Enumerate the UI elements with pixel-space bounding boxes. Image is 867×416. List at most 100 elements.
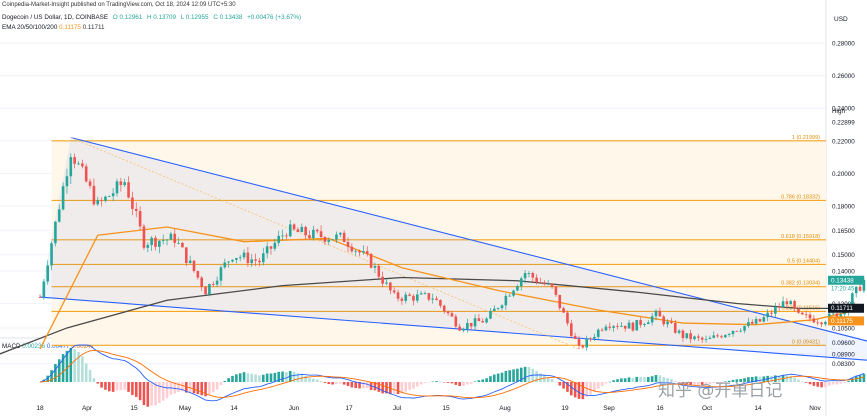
macd-histogram-bar [254, 374, 257, 382]
macd-histogram-bar [46, 375, 49, 382]
macd-histogram-bar [285, 372, 288, 382]
macd-histogram-bar [134, 382, 138, 397]
macd-histogram-bar [623, 378, 627, 382]
candle-body [519, 278, 523, 287]
candle-body [473, 318, 477, 327]
y-tick-label: 0.26000 [832, 73, 855, 80]
countdown-label: 17:20:45 [831, 286, 855, 292]
macd-histogram-bar [481, 379, 485, 382]
macd-histogram-bar [331, 382, 334, 385]
macd-histogram-bar [712, 382, 716, 384]
candle-body [793, 301, 796, 309]
macd-histogram-bar [242, 372, 246, 382]
candle-body [250, 259, 254, 263]
macd-histogram-bar [643, 377, 646, 382]
macd-histogram-bar [200, 382, 203, 396]
candle-body [562, 308, 565, 313]
macd-histogram-bar [720, 382, 723, 383]
macd-label: MACD [2, 343, 21, 350]
macd-histogram-bar [589, 382, 592, 395]
macd-histogram-bar [392, 382, 396, 394]
macd-histogram-bar [473, 381, 477, 383]
last-price-badge-bg [828, 275, 864, 285]
macd-histogram-bar [150, 382, 153, 406]
macd-histogram-bar [666, 378, 669, 382]
macd-histogram-bar [612, 380, 615, 382]
macd-histogram-bar [673, 381, 677, 382]
macd-histogram-bar [593, 382, 596, 393]
candle-body [446, 311, 450, 314]
signal-line [39, 350, 865, 399]
macd-histogram-bar [273, 372, 277, 382]
candle-body [604, 326, 608, 331]
candle-body [493, 308, 496, 311]
macd-histogram-bar [812, 382, 816, 386]
macd-histogram-bar [88, 369, 92, 382]
candle-body [831, 313, 835, 315]
candle-body [196, 271, 200, 278]
macd-histogram-bar [65, 350, 69, 382]
candle-body [589, 338, 592, 340]
candle-body [92, 185, 96, 205]
candle-body [342, 232, 346, 243]
candle-body [377, 265, 381, 277]
candle-body [527, 273, 531, 274]
macd-histogram-bar [523, 366, 527, 382]
candle-body [504, 295, 508, 306]
candle-body [108, 196, 111, 197]
x-tick-label: 15 [130, 405, 138, 412]
candle-body [566, 312, 569, 324]
macd-histogram-bar [585, 382, 588, 397]
macd-histogram-bar [681, 382, 685, 384]
macd-histogram-bar [527, 367, 531, 382]
candle-body [439, 300, 442, 306]
candle-body [354, 250, 357, 252]
macd-histogram-bar [581, 382, 585, 400]
candle-body [385, 282, 388, 284]
macd-histogram-bar [84, 363, 88, 382]
macd-histogram-bar [269, 373, 273, 382]
macd-histogram-bar [554, 381, 558, 383]
x-tick-label: Oct [702, 405, 712, 412]
macd-histogram-bar [789, 375, 793, 382]
candle-body [65, 176, 69, 187]
candle-body [265, 246, 269, 254]
candle-body [323, 237, 327, 242]
ema-label: EMA 20/50/100/200 [2, 24, 58, 31]
candle-body [381, 276, 384, 284]
fib-label: 0.382 (0.13034) [781, 281, 820, 287]
candle-body [288, 224, 292, 237]
candle-body [716, 335, 719, 337]
candle-body [558, 294, 562, 309]
macd-histogram-bar [208, 382, 211, 395]
candle-body [292, 224, 296, 230]
candle-body [104, 196, 107, 201]
macd-histogram-bar [277, 371, 280, 382]
ema-badge-2: 0.11175 [831, 318, 853, 325]
candle-body [84, 166, 88, 182]
macd-histogram-bar [462, 382, 465, 387]
macd-histogram-bar [616, 379, 619, 382]
candle-body [639, 320, 642, 325]
candle-body [235, 258, 238, 260]
fib-label: 0.5 (0.14404) [787, 258, 820, 264]
macd-histogram-bar [104, 382, 107, 390]
candle-body [616, 326, 619, 327]
x-tick-label: 14 [754, 405, 762, 412]
fib-label: 1 (0.21999) [792, 135, 820, 141]
macd-histogram-bar [77, 352, 80, 382]
macd-histogram-bar [335, 382, 338, 385]
candle-body [373, 265, 377, 268]
macd-histogram-bar [477, 380, 481, 382]
candle-body [843, 312, 846, 315]
macd-histogram-bar [315, 379, 319, 382]
candle-body [820, 322, 823, 325]
candle-body [704, 338, 708, 340]
x-tick-label: May [179, 405, 192, 412]
candle-body [485, 318, 488, 323]
candle-body [801, 312, 804, 315]
candle-body [700, 337, 704, 340]
macd-histogram-bar [566, 382, 569, 392]
candle-body [304, 226, 307, 236]
